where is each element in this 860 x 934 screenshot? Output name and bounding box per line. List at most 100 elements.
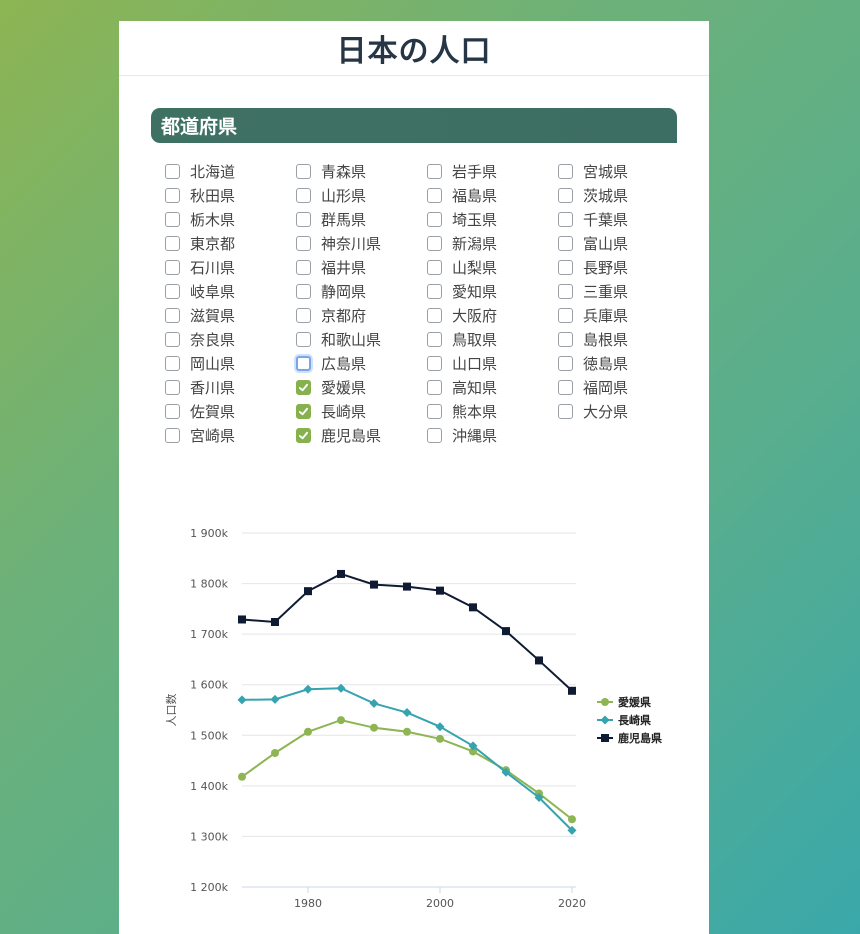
prefecture-checkbox-item[interactable]: 長野県 [558, 255, 689, 279]
checkbox[interactable] [165, 427, 180, 443]
checkbox[interactable] [427, 307, 442, 323]
prefecture-checkbox-item[interactable]: 埼玉県 [427, 207, 558, 231]
prefecture-checkbox-item[interactable]: 鹿児島県 [296, 423, 427, 447]
prefecture-checkbox-item[interactable]: 愛知県 [427, 279, 558, 303]
checkbox[interactable] [165, 355, 180, 371]
checkbox[interactable] [558, 283, 573, 299]
prefecture-checkbox-item[interactable]: 千葉県 [558, 207, 689, 231]
checkbox[interactable] [165, 235, 180, 251]
checkbox[interactable] [558, 211, 573, 227]
checkbox[interactable] [427, 163, 442, 179]
prefecture-checkbox-item[interactable]: 秋田県 [165, 183, 296, 207]
prefecture-checkbox-item[interactable]: 東京都 [165, 231, 296, 255]
checkbox[interactable] [296, 211, 311, 227]
checkbox[interactable] [296, 331, 311, 347]
prefecture-checkbox-item[interactable]: 茨城県 [558, 183, 689, 207]
checkbox[interactable] [427, 355, 442, 371]
prefecture-checkbox-item[interactable]: 沖縄県 [427, 423, 558, 447]
prefecture-checkbox-item[interactable]: 宮崎県 [165, 423, 296, 447]
checkbox[interactable] [296, 379, 311, 395]
checkbox[interactable] [296, 355, 311, 371]
checkbox[interactable] [427, 283, 442, 299]
checkbox[interactable] [296, 259, 311, 275]
prefecture-checkbox-item[interactable]: 高知県 [427, 375, 558, 399]
checkbox[interactable] [296, 187, 311, 203]
checkbox[interactable] [427, 259, 442, 275]
checkbox[interactable] [296, 163, 311, 179]
checkbox[interactable] [558, 163, 573, 179]
checkbox[interactable] [558, 235, 573, 251]
checkbox[interactable] [558, 307, 573, 323]
checkbox[interactable] [558, 403, 573, 419]
prefecture-checkbox-item[interactable]: 島根県 [558, 327, 689, 351]
checkbox[interactable] [165, 283, 180, 299]
prefecture-checkbox-item[interactable]: 石川県 [165, 255, 296, 279]
prefecture-checkbox-item[interactable]: 福島県 [427, 183, 558, 207]
prefecture-checkbox-item[interactable]: 新潟県 [427, 231, 558, 255]
checkbox[interactable] [165, 379, 180, 395]
checkbox[interactable] [558, 259, 573, 275]
checkbox[interactable] [427, 331, 442, 347]
checkbox[interactable] [558, 331, 573, 347]
prefecture-checkbox-item[interactable]: 北海道 [165, 159, 296, 183]
prefecture-label: 福岡県 [583, 378, 629, 397]
prefecture-checkbox-item[interactable]: 滋賀県 [165, 303, 296, 327]
prefecture-label: 京都府 [321, 306, 367, 325]
prefecture-checkbox-item[interactable]: 広島県 [296, 351, 427, 375]
prefecture-label: 長崎県 [321, 402, 367, 421]
prefecture-checkbox-item[interactable]: 山口県 [427, 351, 558, 375]
prefecture-checkbox-item[interactable]: 宮城県 [558, 159, 689, 183]
prefecture-checkbox-item[interactable]: 福井県 [296, 255, 427, 279]
prefecture-checkbox-item[interactable]: 富山県 [558, 231, 689, 255]
prefecture-checkbox-item[interactable]: 福岡県 [558, 375, 689, 399]
prefecture-checkbox-item[interactable]: 佐賀県 [165, 399, 296, 423]
checkbox[interactable] [427, 187, 442, 203]
prefecture-checkbox-item[interactable]: 和歌山県 [296, 327, 427, 351]
prefecture-checkbox-item[interactable]: 香川県 [165, 375, 296, 399]
prefecture-checkbox-item[interactable]: 栃木県 [165, 207, 296, 231]
prefecture-checkbox-item[interactable]: 群馬県 [296, 207, 427, 231]
checkbox[interactable] [165, 307, 180, 323]
checkbox[interactable] [558, 355, 573, 371]
checkbox[interactable] [427, 211, 442, 227]
prefecture-checkbox-item[interactable]: 神奈川県 [296, 231, 427, 255]
checkbox[interactable] [165, 187, 180, 203]
prefecture-checkbox-item[interactable]: 山梨県 [427, 255, 558, 279]
prefecture-checkbox-item[interactable]: 大分県 [558, 399, 689, 423]
prefecture-checkbox-item[interactable]: 熊本県 [427, 399, 558, 423]
checkbox[interactable] [165, 403, 180, 419]
prefecture-checkbox-item[interactable]: 兵庫県 [558, 303, 689, 327]
data-point [436, 586, 444, 595]
prefecture-checkbox-item[interactable]: 岩手県 [427, 159, 558, 183]
prefecture-label: 神奈川県 [321, 234, 382, 253]
prefecture-label: 愛知県 [452, 282, 498, 301]
checkbox[interactable] [558, 187, 573, 203]
prefecture-checkbox-item[interactable]: 京都府 [296, 303, 427, 327]
prefecture-checkbox-item[interactable]: 大阪府 [427, 303, 558, 327]
prefecture-checkbox-item[interactable]: 山形県 [296, 183, 427, 207]
checkbox[interactable] [165, 211, 180, 227]
prefecture-checkbox-item[interactable]: 鳥取県 [427, 327, 558, 351]
checkbox[interactable] [427, 427, 442, 443]
checkbox[interactable] [165, 331, 180, 347]
prefecture-checkbox-item[interactable]: 愛媛県 [296, 375, 427, 399]
prefecture-checkbox-item[interactable]: 徳島県 [558, 351, 689, 375]
prefecture-checkbox-item[interactable]: 静岡県 [296, 279, 427, 303]
checkbox[interactable] [296, 403, 311, 419]
prefecture-checkbox-item[interactable]: 奈良県 [165, 327, 296, 351]
prefecture-checkbox-item[interactable]: 青森県 [296, 159, 427, 183]
prefecture-checkbox-item[interactable]: 岡山県 [165, 351, 296, 375]
checkbox[interactable] [427, 379, 442, 395]
checkbox[interactable] [558, 379, 573, 395]
prefecture-checkbox-item[interactable]: 岐阜県 [165, 279, 296, 303]
checkbox[interactable] [427, 403, 442, 419]
checkbox[interactable] [296, 427, 311, 443]
prefecture-checkbox-item[interactable]: 三重県 [558, 279, 689, 303]
checkbox[interactable] [427, 235, 442, 251]
checkbox[interactable] [165, 259, 180, 275]
checkbox[interactable] [165, 163, 180, 179]
prefecture-checkbox-item[interactable]: 長崎県 [296, 399, 427, 423]
checkbox[interactable] [296, 235, 311, 251]
checkbox[interactable] [296, 307, 311, 323]
checkbox[interactable] [296, 283, 311, 299]
